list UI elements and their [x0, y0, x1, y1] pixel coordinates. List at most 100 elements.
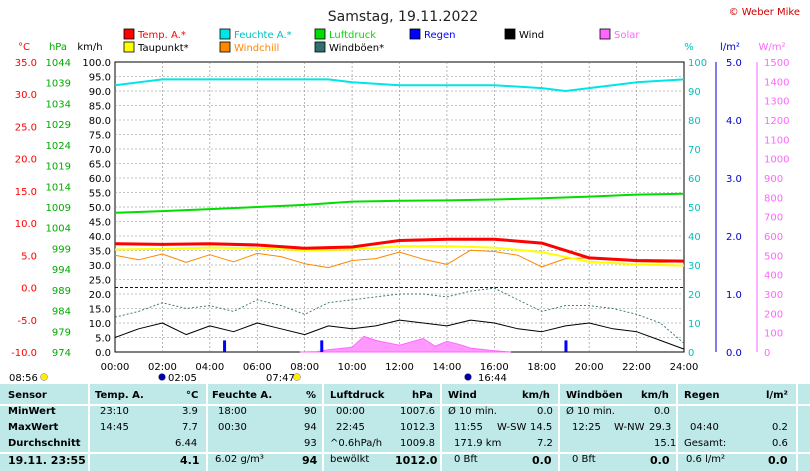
wind-axis-tick: 75.0 [89, 131, 111, 142]
humidity-unit-label: % [684, 42, 694, 53]
rain-axis-tick: 4.0 [726, 116, 742, 127]
wind-max-val: 14.5 [530, 422, 553, 433]
x-tick-label: 24:00 [670, 362, 699, 373]
gust-header: Windböen [566, 390, 623, 401]
gust-max-dir: W-NW [614, 422, 645, 433]
press-current-label: bewölkt [330, 454, 370, 465]
pressure-axis-tick: 1024 [46, 141, 71, 152]
solar-axis-tick: 1400 [764, 77, 789, 88]
rain-axis-tick: 1.0 [726, 290, 742, 301]
pressure-unit-label: hPa [49, 42, 67, 53]
legend-label: Wind [519, 30, 544, 41]
temp-min-val: 3.9 [182, 406, 198, 417]
temp-axis-tick: 0.0 [21, 284, 37, 295]
wind-max-time: 11:55 [454, 422, 483, 433]
x-tick-label: 02:00 [148, 362, 177, 373]
pressure-axis-tick: 999 [52, 244, 71, 255]
rain-header: Regen [684, 390, 720, 401]
humidity-axis-tick: 30 [688, 261, 701, 272]
wind-axis-tick: 50.0 [89, 203, 111, 214]
legend-label: Windböen* [329, 43, 384, 54]
series-layer [114, 78, 685, 353]
moonrise-icon [293, 373, 301, 381]
series-temperature [114, 237, 685, 263]
temp-axis-tick: 5.0 [21, 251, 37, 262]
wind-axis-tick: 95.0 [89, 73, 111, 84]
wind-axis-tick: 100.0 [82, 58, 111, 69]
rain-total-label: Gesamt: [684, 438, 727, 449]
legend-label: Windchill [234, 43, 279, 54]
statistics-table: Sensor MinWert MaxWert Durchschnitt 19.1… [0, 384, 810, 471]
x-tick-label: 04:00 [195, 362, 224, 373]
wind-axis-tick: 30.0 [89, 261, 111, 272]
gust-max-time: 12:25 [572, 422, 601, 433]
legend-label: Feuchte A.* [234, 30, 292, 41]
press-header: Luftdruck [330, 390, 385, 401]
row-label-max: MaxWert [8, 422, 59, 433]
wind-header: Wind [448, 390, 477, 401]
x-tick-label: 10:00 [338, 362, 367, 373]
humidity-axis-tick: 100 [688, 58, 707, 69]
rain-axis-tick: 0.0 [726, 348, 742, 359]
sunrise-time: 08:56 [9, 373, 38, 384]
solar-axis-tick: 400 [764, 271, 783, 282]
series-solar [299, 335, 511, 353]
gust-current-bft: 0 Bft [572, 454, 596, 465]
legend-label: Luftdruck [329, 30, 376, 41]
gust-unit: km/h [641, 390, 669, 401]
legend-swatch [123, 28, 135, 40]
solar-axis-tick: 700 [764, 213, 783, 224]
press-max-time: 22:45 [336, 422, 365, 433]
pressure-axis-tick: 1039 [46, 79, 71, 90]
wind-axis-tick: 80.0 [89, 116, 111, 127]
legend-swatch [314, 41, 326, 53]
hum-avg-val: 93 [304, 438, 317, 449]
hum-current-label: 6.02 g/m³ [215, 454, 264, 465]
gust-max-val: 29.3 [649, 422, 672, 433]
wind-axis-tick: 0.0 [95, 348, 111, 359]
wind-axis-tick: 70.0 [89, 145, 111, 156]
wind-max-dir: W-SW [497, 422, 527, 433]
temp-min-time: 23:10 [100, 406, 129, 417]
rain-max-val: 0.2 [772, 422, 788, 433]
hum-min-time: 18:00 [218, 406, 247, 417]
pressure-axis-tick: 1014 [46, 182, 71, 193]
press-max-val: 1012.3 [400, 422, 435, 433]
temp-axis-tick: -10.0 [11, 348, 37, 359]
legend-swatch [219, 41, 231, 53]
hum-current-val: 94 [302, 454, 318, 467]
press-trend: ^0.6hPa/h [330, 438, 383, 449]
wind-current-val: 0.0 [532, 454, 552, 467]
rain-axis-tick: 2.0 [726, 232, 742, 243]
wind-axis-tick: 60.0 [89, 174, 111, 185]
rain-axis-tick: 5.0 [726, 58, 742, 69]
wind-axis-tick: 40.0 [89, 232, 111, 243]
solar-axis-tick: 600 [764, 232, 783, 243]
sunrise-icon [40, 373, 48, 381]
pressure-axis-tick: 1019 [46, 162, 71, 173]
hum-unit: % [306, 390, 317, 401]
humidity-axis-tick: 0 [688, 348, 694, 359]
legend-label: Regen [424, 30, 456, 41]
series-wind [114, 319, 685, 350]
wind-current-bft: 0 Bft [454, 454, 478, 465]
solar-axis-tick: 1000 [764, 155, 789, 166]
x-tick-label: 12:00 [385, 362, 414, 373]
temp-current-val: 4.1 [180, 454, 200, 467]
solar-axis-tick: 200 [764, 309, 783, 320]
solar-axis-tick: 100 [764, 329, 783, 340]
pressure-axis-tick: 1009 [46, 203, 71, 214]
temp-max-val: 7.7 [182, 422, 198, 433]
rain-current-label: 0.6 l/m² [686, 454, 725, 465]
chart-legend: Temp. A.* Feuchte A.* Luftdruck Regen Wind So… [123, 28, 640, 54]
weather-chart: Samstag, 19.11.2022 © Weber Mike Temp. A… [9, 7, 800, 384]
pressure-axis-tick: 994 [52, 265, 71, 276]
row-label-avg: Durchschnitt [8, 438, 81, 449]
pressure-axis-tick: 979 [52, 327, 71, 338]
solar-unit-label: W/m² [758, 42, 785, 53]
pressure-axis-tick: 1044 [46, 58, 71, 69]
axes: 35.0 30.0 25.0 20.0 15.0 10.0 5.0 0.0 -5.0 -10.0 1… [11, 58, 789, 359]
x-tick-label: 06:00 [243, 362, 272, 373]
wind-axis-tick: 20.0 [89, 290, 111, 301]
temp-axis-tick: 10.0 [15, 219, 37, 230]
